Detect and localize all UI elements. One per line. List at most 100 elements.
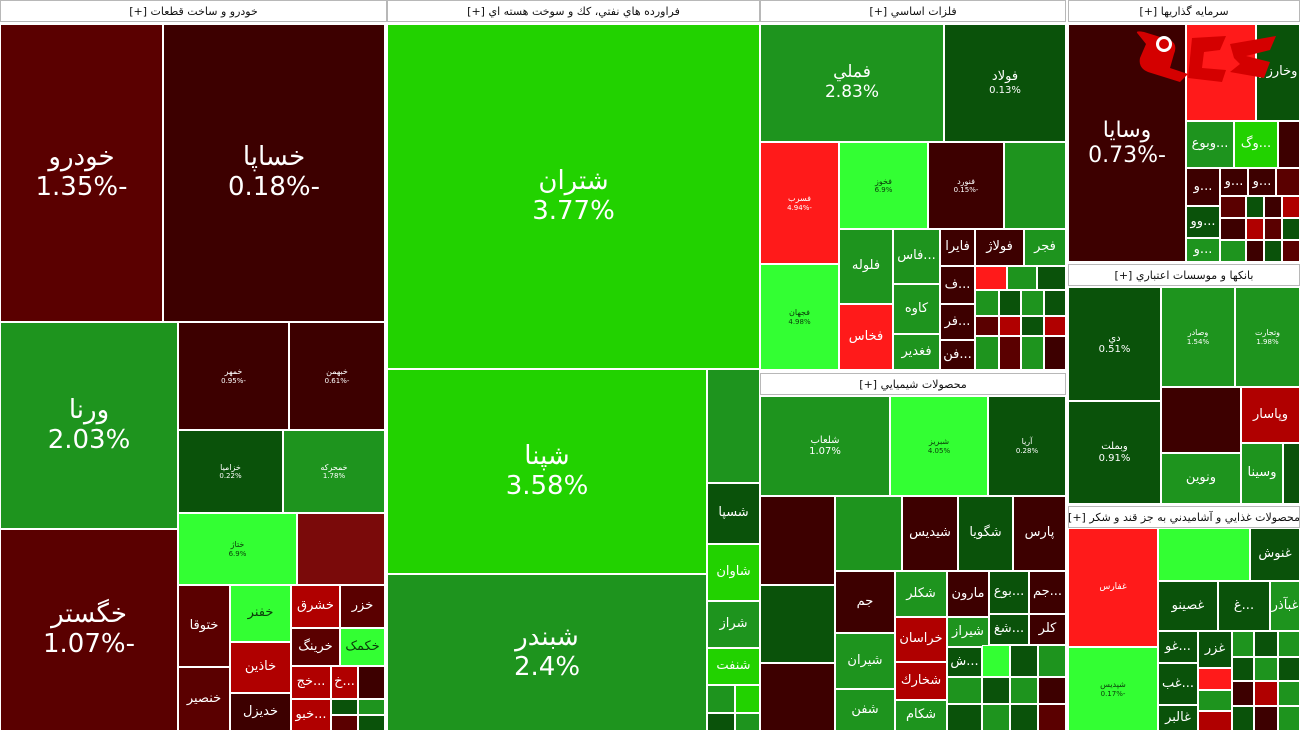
sector-title[interactable]: محصولات شيميايي [+]: [760, 373, 1066, 395]
stock-tile[interactable]: [735, 685, 760, 713]
stock-tile[interactable]: مارون: [947, 571, 989, 617]
stock-tile[interactable]: ...و: [1220, 168, 1248, 196]
stock-tile[interactable]: ...شغ: [989, 614, 1029, 645]
stock-tile[interactable]: [1044, 316, 1066, 336]
stock-tile[interactable]: وصادر 1.54%: [1161, 287, 1235, 387]
stock-tile[interactable]: [1246, 218, 1264, 240]
stock-tile[interactable]: فولاژ: [975, 229, 1024, 266]
stock-tile[interactable]: [1010, 704, 1038, 731]
stock-tile[interactable]: [1278, 681, 1300, 706]
stock-tile[interactable]: خنصیر: [178, 667, 230, 731]
stock-tile[interactable]: ...جم: [1029, 571, 1066, 614]
stock-tile[interactable]: وپاسار: [1241, 387, 1300, 443]
stock-tile[interactable]: وبملت 0.91%: [1068, 401, 1161, 504]
stock-tile[interactable]: [1037, 266, 1066, 290]
stock-tile[interactable]: ...غب: [1158, 663, 1198, 705]
stock-tile[interactable]: [947, 677, 982, 704]
stock-tile[interactable]: ...و: [1186, 238, 1220, 262]
stock-tile[interactable]: [1220, 240, 1246, 262]
stock-tile[interactable]: خساپا -0.18%: [163, 24, 385, 322]
stock-tile[interactable]: خزر: [340, 585, 385, 628]
stock-tile[interactable]: خاذین: [230, 642, 291, 693]
stock-tile[interactable]: [1198, 668, 1232, 690]
stock-tile[interactable]: [1254, 681, 1278, 706]
stock-tile[interactable]: [760, 585, 835, 663]
stock-tile[interactable]: ...وبوع: [1186, 121, 1234, 168]
stock-tile[interactable]: دي 0.51%: [1068, 287, 1161, 401]
stock-tile[interactable]: [1038, 645, 1066, 677]
stock-tile[interactable]: ...بوع: [989, 571, 1029, 614]
stock-tile[interactable]: [975, 316, 999, 336]
stock-tile[interactable]: [1264, 218, 1282, 240]
stock-tile[interactable]: ختوقا: [178, 585, 230, 667]
stock-tile[interactable]: [1198, 690, 1232, 711]
stock-tile[interactable]: شگويا: [958, 496, 1013, 571]
stock-tile[interactable]: [331, 699, 358, 715]
stock-tile[interactable]: ونوين: [1161, 453, 1241, 504]
stock-tile[interactable]: خزامیا 0.22%: [178, 430, 283, 513]
stock-tile[interactable]: [1220, 196, 1246, 218]
stock-tile[interactable]: پارس: [1013, 496, 1066, 571]
stock-tile[interactable]: [1276, 168, 1300, 196]
stock-tile[interactable]: وسينا: [1241, 443, 1283, 504]
stock-tile[interactable]: [760, 663, 835, 731]
stock-tile[interactable]: [1198, 711, 1232, 731]
sector-title[interactable]: بانكها و موسسات اعتباري [+]: [1068, 264, 1300, 286]
stock-tile[interactable]: غزر: [1198, 631, 1232, 668]
stock-tile[interactable]: [1254, 706, 1278, 731]
stock-tile[interactable]: ...ش: [947, 647, 982, 677]
stock-tile[interactable]: فجهان 4.98%: [760, 264, 839, 370]
stock-tile[interactable]: [999, 316, 1021, 336]
stock-tile[interactable]: خمحرکه 1.78%: [283, 430, 385, 513]
sector-title[interactable]: خودرو و ساخت قطعات [+]: [0, 0, 387, 22]
stock-tile[interactable]: [1232, 631, 1254, 657]
stock-tile[interactable]: شلعاب 1.07%: [760, 396, 890, 496]
stock-tile[interactable]: ...غ: [1218, 581, 1270, 631]
stock-tile[interactable]: [835, 496, 902, 571]
stock-tile[interactable]: خمهر -0.95%: [178, 322, 289, 430]
stock-tile[interactable]: [1232, 681, 1254, 706]
stock-tile[interactable]: غفارس: [1068, 528, 1158, 647]
stock-tile[interactable]: [358, 699, 385, 715]
stock-tile[interactable]: [1021, 336, 1044, 370]
stock-tile[interactable]: شپنا 3.58%: [387, 369, 707, 574]
stock-tile[interactable]: فسرب -4.94%: [760, 142, 839, 264]
stock-tile[interactable]: ...ف: [940, 266, 975, 304]
stock-tile[interactable]: ...وو: [1186, 206, 1220, 238]
stock-tile[interactable]: شپديس -0.17%: [1068, 647, 1158, 731]
stock-tile[interactable]: فغدير: [893, 334, 940, 370]
stock-tile[interactable]: شكلر: [895, 571, 947, 617]
stock-tile[interactable]: فنورد -0.15%: [928, 142, 1004, 229]
stock-tile[interactable]: [1282, 196, 1300, 218]
stock-tile[interactable]: [947, 704, 982, 731]
stock-tile[interactable]: [1038, 677, 1066, 704]
stock-tile[interactable]: فايرا: [940, 229, 975, 266]
stock-tile[interactable]: ...فن: [940, 340, 975, 370]
stock-tile[interactable]: شراز: [707, 601, 760, 648]
stock-tile[interactable]: شخارك: [895, 662, 947, 700]
stock-tile[interactable]: ...خج: [291, 666, 331, 699]
stock-tile[interactable]: [1264, 240, 1282, 262]
stock-tile[interactable]: شيراز: [947, 617, 989, 647]
stock-tile[interactable]: [1246, 196, 1264, 218]
stock-tile[interactable]: [297, 513, 385, 585]
stock-tile[interactable]: خشرق: [291, 585, 340, 628]
stock-tile[interactable]: [1232, 706, 1254, 731]
stock-tile[interactable]: [331, 715, 358, 731]
stock-tile[interactable]: [975, 290, 999, 316]
stock-tile[interactable]: فولاد 0.13%: [944, 24, 1066, 142]
stock-tile[interactable]: جم: [835, 571, 895, 633]
stock-tile[interactable]: [1220, 218, 1246, 240]
stock-tile[interactable]: شنفت: [707, 648, 760, 685]
stock-tile[interactable]: [1004, 142, 1066, 229]
stock-tile[interactable]: [1021, 316, 1044, 336]
stock-tile[interactable]: شسپا: [707, 483, 760, 544]
stock-tile[interactable]: غصينو: [1158, 581, 1218, 631]
stock-tile[interactable]: [1044, 336, 1066, 370]
stock-tile[interactable]: خراسان: [895, 617, 947, 662]
stock-tile[interactable]: ...و: [1186, 168, 1220, 206]
stock-tile[interactable]: [1010, 677, 1038, 704]
stock-tile[interactable]: ...خ: [331, 666, 358, 699]
stock-tile[interactable]: [1282, 240, 1300, 262]
stock-tile[interactable]: خبهمن -0.61%: [289, 322, 385, 430]
